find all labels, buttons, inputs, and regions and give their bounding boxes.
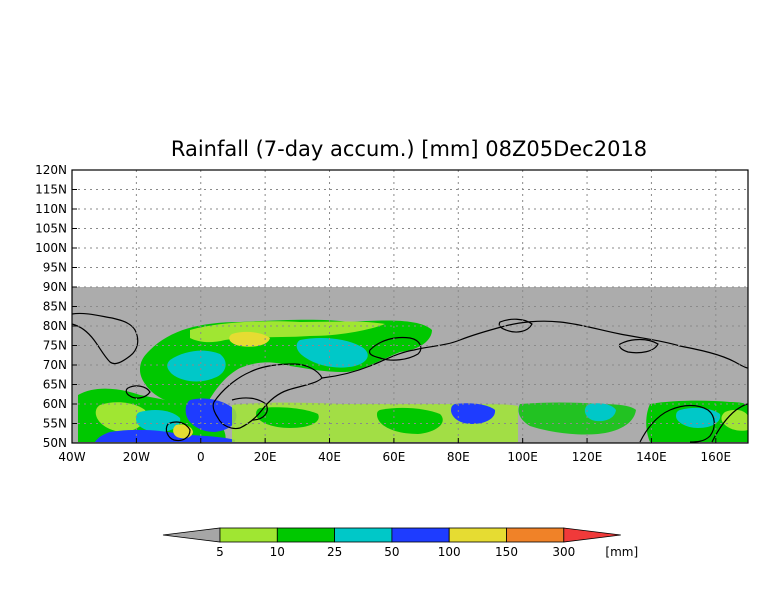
map-title: Rainfall (7-day accum.) [mm] 08Z05Dec201…: [171, 137, 647, 161]
precip-patch-blue-south-atlantic: [95, 429, 235, 442]
colorbar-high-arrow: [563, 527, 621, 543]
longitude-tick-label: 80E: [447, 450, 470, 464]
coast-novaya-zemlya: [368, 336, 422, 361]
latitude-tick-label: 105N: [35, 222, 67, 236]
colorbar-label: 100: [438, 545, 461, 559]
precip-patch-urals: [376, 407, 443, 434]
longitude-tick-label: 60E: [382, 450, 405, 464]
latitude-tick-label: 95N: [43, 261, 67, 275]
colorbar: 5 10 25 50 100 150 300 [mm]: [162, 527, 638, 559]
coast-okhotsk: [639, 404, 715, 443]
colorbar-swatch: [448, 527, 507, 543]
latitude-tick-label: 120N: [35, 163, 67, 177]
longitude-tick-label: 0: [197, 450, 205, 464]
colorbar-swatch: [391, 527, 450, 543]
longitude-tick-label: 120E: [572, 450, 603, 464]
colorbar-label: 5: [216, 545, 224, 559]
latitude-tick-label: 60N: [43, 397, 67, 411]
precip-patch-teal-north-atlantic: [167, 350, 226, 382]
colorbar-swatch: [506, 527, 565, 543]
latitude-tick-label: 85N: [43, 300, 67, 314]
latitude-tick-label: 80N: [43, 319, 67, 333]
colorbar-unit: [mm]: [605, 545, 638, 559]
precip-patch-blue-siberia: [451, 403, 496, 424]
precip-patch-teal-siberia: [584, 403, 616, 422]
longitude-axis: 40W 20W 0 20E 40E 60E 80E 100E 120E 140E 160E: [58, 450, 731, 464]
colorbar-swatch: [334, 527, 393, 543]
colorbar-label: 150: [495, 545, 518, 559]
latitude-tick-label: 50N: [43, 436, 67, 450]
map-plot-area: [71, 169, 749, 444]
precip-patch-teal-barents: [296, 338, 368, 368]
coast-siberian-arctic: [321, 320, 749, 379]
longitude-tick-label: 40W: [58, 450, 85, 464]
precip-patch-eastern-europe: [256, 407, 319, 428]
colorbar-label: 25: [327, 545, 342, 559]
latitude-tick-label: 115N: [35, 183, 67, 197]
latitude-tick-label: 100N: [35, 241, 67, 255]
latitude-tick-label: 110N: [35, 202, 67, 216]
graticule: [71, 169, 748, 444]
precipitation-field: [78, 319, 748, 442]
colorbar-low-arrow: [162, 527, 221, 543]
coast-new-siberian-islands: [618, 338, 659, 354]
longitude-tick-label: 20E: [254, 450, 277, 464]
latitude-tick-label: 70N: [43, 358, 67, 372]
colorbar-swatch: [276, 527, 335, 543]
longitude-tick-label: 140E: [636, 450, 667, 464]
latitude-tick-label: 75N: [43, 339, 67, 353]
precip-patch-teal-far-east: [676, 407, 721, 428]
precip-patch-light-atlantic: [95, 402, 147, 432]
precip-patch-yellow-north: [229, 331, 270, 347]
latitude-tick-label: 65N: [43, 378, 67, 392]
longitude-tick-label: 20W: [123, 450, 150, 464]
coast-kamchatka: [711, 403, 749, 443]
colorbar-label: 300: [552, 545, 575, 559]
coast-greenland: [71, 312, 139, 365]
colorbar-label: 50: [384, 545, 399, 559]
precip-patch-light-far-east: [721, 409, 748, 431]
colorbar-swatch: [219, 527, 278, 543]
colorbar-label: 10: [270, 545, 285, 559]
coast-british-isles: [165, 421, 191, 442]
longitude-tick-label: 100E: [507, 450, 538, 464]
coast-iceland: [125, 385, 151, 399]
precip-patch-teal-atlantic: [136, 410, 181, 432]
map-frame: [71, 169, 749, 444]
longitude-tick-label: 40E: [318, 450, 341, 464]
latitude-tick-label: 55N: [43, 417, 67, 431]
latitude-tick-label: 90N: [43, 280, 67, 294]
longitude-tick-label: 160E: [701, 450, 732, 464]
latitude-axis: 120N 115N 110N 105N 100N 95N 90N 85N 80N 75N 70N 65…: [35, 163, 67, 450]
